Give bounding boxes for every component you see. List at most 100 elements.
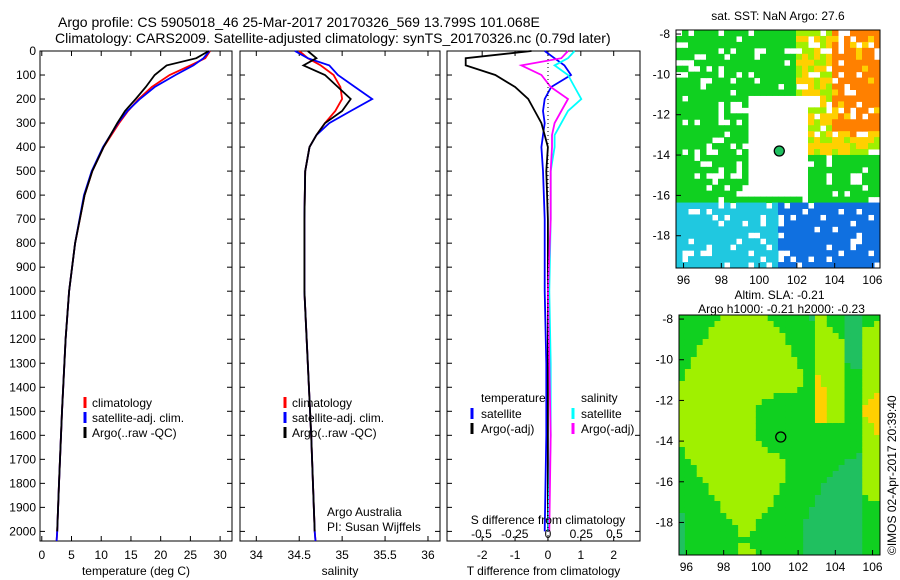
map-cell — [718, 95, 725, 102]
map-cell — [702, 327, 710, 334]
map-cell — [679, 507, 686, 514]
map-cell — [850, 125, 857, 132]
map-cell — [790, 71, 797, 79]
map-cell — [826, 429, 834, 436]
map-cell — [690, 327, 698, 334]
map-cell — [868, 381, 875, 388]
s-tick-label: 0.5 — [606, 527, 623, 541]
map-cell — [797, 321, 804, 328]
map-cell — [738, 531, 745, 538]
map-cell — [724, 202, 731, 209]
map-cell — [838, 453, 846, 460]
map-cell — [732, 399, 739, 406]
map-cell — [797, 471, 804, 478]
map-cell — [797, 483, 804, 490]
map-cell — [694, 184, 701, 192]
map-cell — [850, 41, 857, 49]
map-cell — [868, 507, 875, 514]
map-cell — [679, 381, 686, 388]
map-cell — [702, 435, 710, 442]
map-cell — [820, 387, 828, 394]
map-cell — [856, 214, 863, 221]
map-cell — [700, 238, 707, 245]
map-cell — [694, 220, 701, 227]
map-cell — [755, 537, 763, 544]
map-cell — [688, 47, 695, 55]
map-cell — [820, 327, 828, 334]
map-cell — [868, 184, 875, 192]
map-cell — [761, 495, 769, 502]
map-cell — [679, 327, 686, 334]
map-cell — [702, 495, 710, 502]
map-cell — [688, 143, 695, 150]
map-cell — [684, 549, 692, 556]
map-cell — [868, 339, 875, 346]
map-cell — [844, 149, 851, 156]
map-cell — [738, 501, 745, 508]
map-cell — [682, 208, 689, 215]
map-cell — [706, 262, 713, 269]
map-cell — [694, 95, 701, 102]
map-cell — [856, 166, 863, 174]
map-cell — [814, 244, 821, 251]
map-cell — [791, 429, 798, 436]
map-cell — [708, 495, 715, 502]
map-cell — [785, 387, 792, 394]
map-cell — [755, 327, 763, 334]
map-cell — [720, 459, 727, 466]
map-cell — [862, 399, 869, 406]
map-cell — [744, 363, 751, 370]
map-cell — [803, 333, 810, 340]
map-cell — [732, 351, 739, 358]
map-cell — [766, 256, 773, 263]
map-cell — [742, 131, 749, 138]
map-cell — [732, 333, 739, 340]
map-cell — [844, 101, 851, 108]
map-cell — [850, 202, 857, 209]
map-cell — [773, 531, 780, 538]
map-cell — [694, 71, 701, 79]
map-cell — [796, 256, 803, 263]
map-cell — [838, 77, 845, 85]
map-cell — [778, 208, 785, 215]
map-cell — [814, 351, 822, 358]
map-cell — [814, 345, 822, 352]
map-cell — [874, 447, 881, 454]
map-cell — [844, 77, 851, 85]
map-cell — [844, 351, 851, 358]
map-cell — [766, 196, 773, 204]
map-cell — [868, 501, 875, 508]
map-cell — [874, 321, 881, 328]
map-cell — [726, 447, 733, 454]
map-cell — [708, 483, 715, 490]
map-cell — [785, 381, 792, 388]
map-cell — [868, 525, 875, 532]
map-cell — [761, 351, 769, 358]
map-cell — [684, 501, 692, 508]
map-cell — [826, 549, 834, 556]
map-cell — [679, 393, 686, 400]
map-cell — [714, 417, 721, 424]
map-cell — [844, 202, 851, 209]
map-cell — [791, 387, 798, 394]
map-cell — [862, 387, 869, 394]
map-cell — [761, 357, 769, 364]
series-line-satellite-adj-clim- — [55, 50, 211, 542]
map-cell — [803, 387, 810, 394]
map-cell — [724, 238, 731, 245]
map-cell — [749, 411, 757, 418]
map-cell — [797, 399, 804, 406]
map-cell — [791, 363, 798, 370]
map-cell — [874, 471, 881, 478]
map-cell — [784, 256, 791, 263]
map-cell — [682, 214, 689, 221]
map-cell — [820, 59, 827, 67]
map-cell — [724, 125, 731, 132]
map-cell — [797, 489, 804, 496]
map-cell — [742, 47, 749, 55]
map-cell — [844, 441, 851, 448]
map-cell — [862, 250, 869, 257]
map-cell — [732, 345, 739, 352]
map-cell — [844, 113, 851, 120]
map-cell — [797, 381, 804, 388]
